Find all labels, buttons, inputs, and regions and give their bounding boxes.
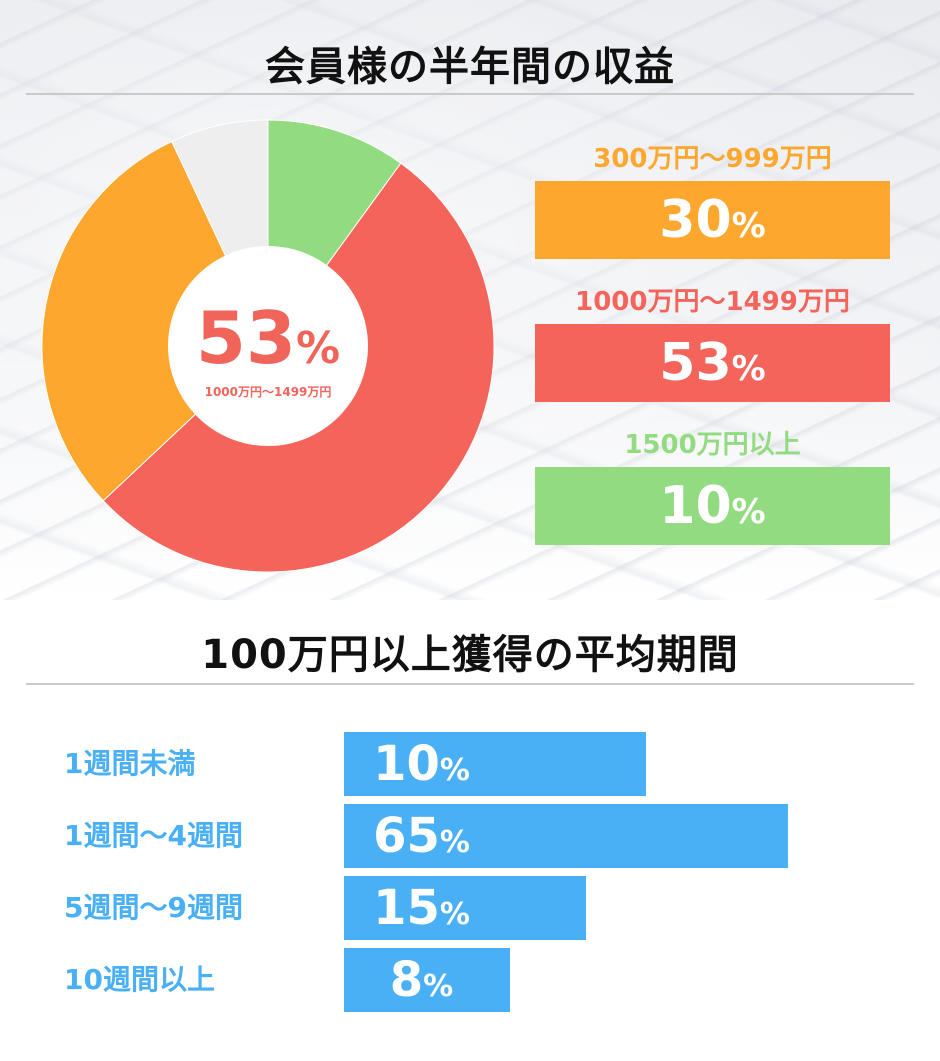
legend-box-1500-plus: 10% <box>535 467 890 545</box>
donut-hole <box>168 246 368 446</box>
bar-label: 5週間〜9週間 <box>64 891 243 924</box>
legend-box-300-999: 30% <box>535 181 890 259</box>
bar-10-weeks-plus <box>344 948 510 1012</box>
bar-1-4-weeks <box>344 804 788 868</box>
donut-center-value: 53% <box>195 296 341 380</box>
title-divider <box>26 93 914 95</box>
title-divider <box>26 683 914 685</box>
bar-value: 65% <box>373 808 470 864</box>
bar-label: 10週間以上 <box>64 963 215 996</box>
bar-label: 1週間〜4週間 <box>64 819 243 852</box>
bar-label: 1週間未満 <box>64 747 196 780</box>
income-title: 会員様の半年間の収益 <box>265 44 675 90</box>
donut-center-label: 1000万円〜1499万円 <box>204 385 332 399</box>
bar-under-1-week <box>344 732 646 796</box>
slice-300-999 <box>41 140 269 502</box>
bar-value: 8% <box>389 952 454 1008</box>
legend-box-1000-1499: 53% <box>535 324 890 402</box>
bar-5-9-weeks <box>344 876 586 940</box>
bar-value: 15% <box>373 880 470 936</box>
legend-label-300-999: 300万円〜999万円 <box>593 144 832 174</box>
income-donut-chart <box>41 119 495 573</box>
legend-label-1000-1499: 1000万円〜1499万円 <box>575 287 850 317</box>
period-title: 100万円以上獲得の平均期間 <box>201 632 739 678</box>
bar-value: 10% <box>373 736 470 792</box>
legend-label-1500-plus: 1500万円以上 <box>624 430 801 460</box>
